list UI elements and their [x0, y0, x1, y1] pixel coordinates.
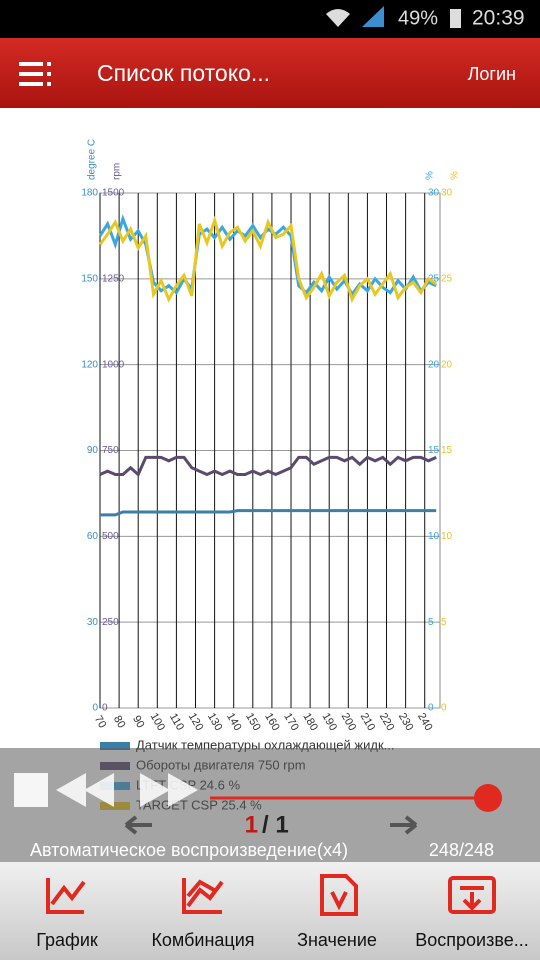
y-tick-label: 30	[441, 188, 453, 199]
nav-item[interactable]: График	[36, 930, 98, 950]
menu-button[interactable]	[19, 62, 51, 86]
axis-label: %	[450, 171, 461, 180]
y-tick-label: 180	[81, 188, 98, 199]
series-line	[98, 214, 437, 298]
page-total: / 1	[262, 811, 289, 838]
axis-label: rpm	[112, 163, 123, 180]
x-tick-label: 70	[92, 714, 109, 731]
forward-button[interactable]	[140, 773, 198, 807]
y-tick-label: 10	[428, 531, 440, 542]
y-tick-label: 25	[441, 273, 453, 284]
nav-item[interactable]: Значение	[297, 930, 377, 950]
y-tick-label: 15	[441, 445, 453, 456]
y-tick-label: 90	[87, 445, 99, 456]
y-tick-label: 1000	[102, 359, 125, 370]
progress-thumb[interactable]	[474, 784, 502, 812]
y-tick-label: 250	[102, 617, 119, 628]
series-line	[98, 215, 438, 304]
chart: 70 80 90 100 110 120 130 140 150 160 170 180 190 200 2…	[81, 139, 460, 813]
login-button[interactable]: Логин	[468, 64, 516, 84]
y-tick-label: 150	[81, 273, 98, 284]
y-tick-label: 1250	[102, 273, 125, 284]
legend-swatch	[100, 742, 130, 750]
x-tick-label: 90	[130, 714, 147, 731]
y-tick-label: 500	[102, 531, 119, 542]
y-tick-label: 0	[441, 703, 447, 714]
nav-labels: График Комбинация Значение Воспроизве...	[36, 930, 528, 950]
battery-icon	[450, 9, 461, 28]
y-tick-label: 30	[87, 617, 99, 628]
page-current: 1	[245, 811, 258, 838]
y-tick-label: 60	[87, 531, 99, 542]
nav-icons	[46, 874, 496, 916]
y-tick-label: 10	[441, 531, 453, 542]
stop-button[interactable]	[14, 773, 48, 807]
next-page[interactable]	[390, 815, 418, 835]
rewind-button[interactable]	[56, 773, 114, 807]
x-tick-label: 80	[111, 714, 128, 731]
y-tick-label: 0	[102, 703, 108, 714]
app-bar	[0, 38, 540, 108]
playback-position: 248/248	[429, 840, 494, 860]
y-tick-label: 25	[428, 273, 440, 284]
axis-label: degree C	[87, 139, 98, 180]
autoplay-label: Автоматическое воспроизведение(x4)	[30, 840, 348, 860]
y-tick-label: 750	[102, 445, 119, 456]
y-tick-label: 15	[428, 445, 440, 456]
app-title: Список потоко...	[97, 60, 270, 86]
y-tick-label: 0	[428, 703, 434, 714]
battery-level: 49%	[398, 7, 438, 29]
signal-icon	[362, 6, 384, 27]
y-tick-label: 5	[441, 617, 447, 628]
nav-item[interactable]: Воспроизве...	[415, 930, 528, 950]
prev-page[interactable]	[124, 815, 152, 835]
y-tick-label: 5	[428, 617, 434, 628]
axis-label: %	[425, 171, 436, 180]
y-tick-label: 30	[428, 188, 440, 199]
y-tick-label: 20	[441, 359, 453, 370]
y-tick-label: 20	[428, 359, 440, 370]
series-line	[100, 509, 437, 517]
clock: 20:39	[472, 7, 525, 30]
series-line	[99, 455, 437, 477]
nav-item[interactable]: Комбинация	[151, 930, 254, 950]
y-tick-label: 120	[81, 359, 98, 370]
y-tick-label: 0	[92, 703, 98, 714]
y-tick-label: 1500	[102, 188, 125, 199]
playback-overlay	[0, 748, 540, 862]
wifi-icon	[326, 9, 350, 27]
